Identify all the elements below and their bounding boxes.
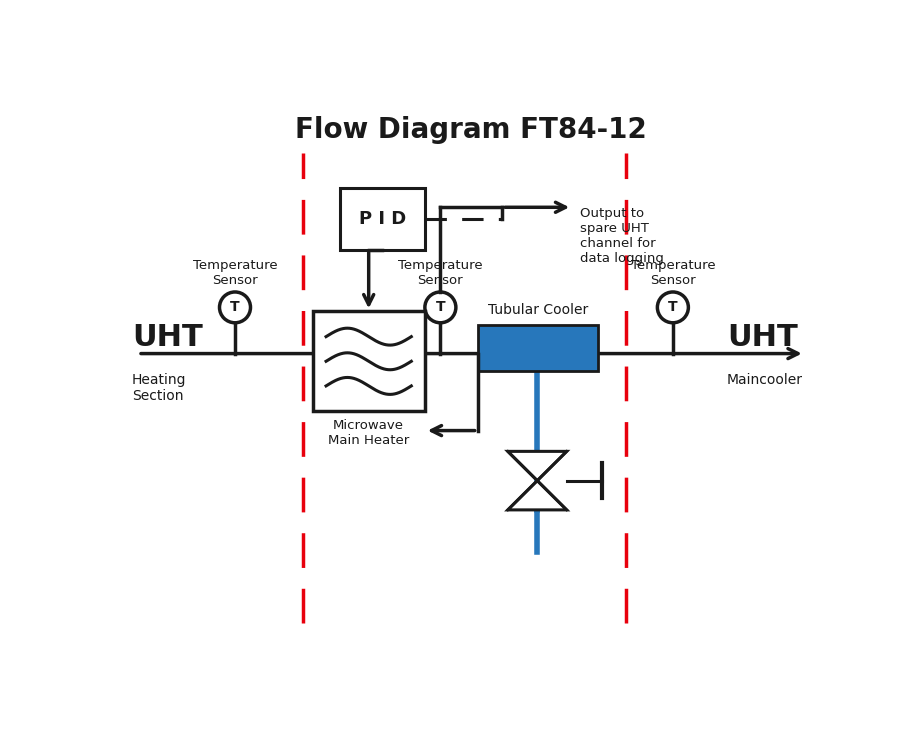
FancyBboxPatch shape [312,311,425,411]
Text: UHT: UHT [727,323,798,352]
Polygon shape [508,481,567,510]
Text: T: T [230,300,240,314]
Text: Temperature
Sensor: Temperature Sensor [193,259,278,287]
Text: Tubular Cooler: Tubular Cooler [487,303,588,317]
Text: Maincooler: Maincooler [727,373,803,387]
FancyBboxPatch shape [340,188,425,250]
Polygon shape [508,451,567,481]
Text: T: T [436,300,445,314]
Text: Temperature
Sensor: Temperature Sensor [630,259,715,287]
Text: Output to
spare UHT
channel for
data logging: Output to spare UHT channel for data log… [580,208,664,265]
Text: Temperature
Sensor: Temperature Sensor [398,259,482,287]
Text: P I D: P I D [358,210,406,228]
FancyBboxPatch shape [478,325,597,371]
Text: T: T [668,300,677,314]
Text: Microwave
Main Heater: Microwave Main Heater [328,419,409,447]
Text: UHT: UHT [132,323,203,352]
Text: Flow Diagram FT84-12: Flow Diagram FT84-12 [295,117,646,144]
Text: Heating
Section: Heating Section [132,373,187,403]
